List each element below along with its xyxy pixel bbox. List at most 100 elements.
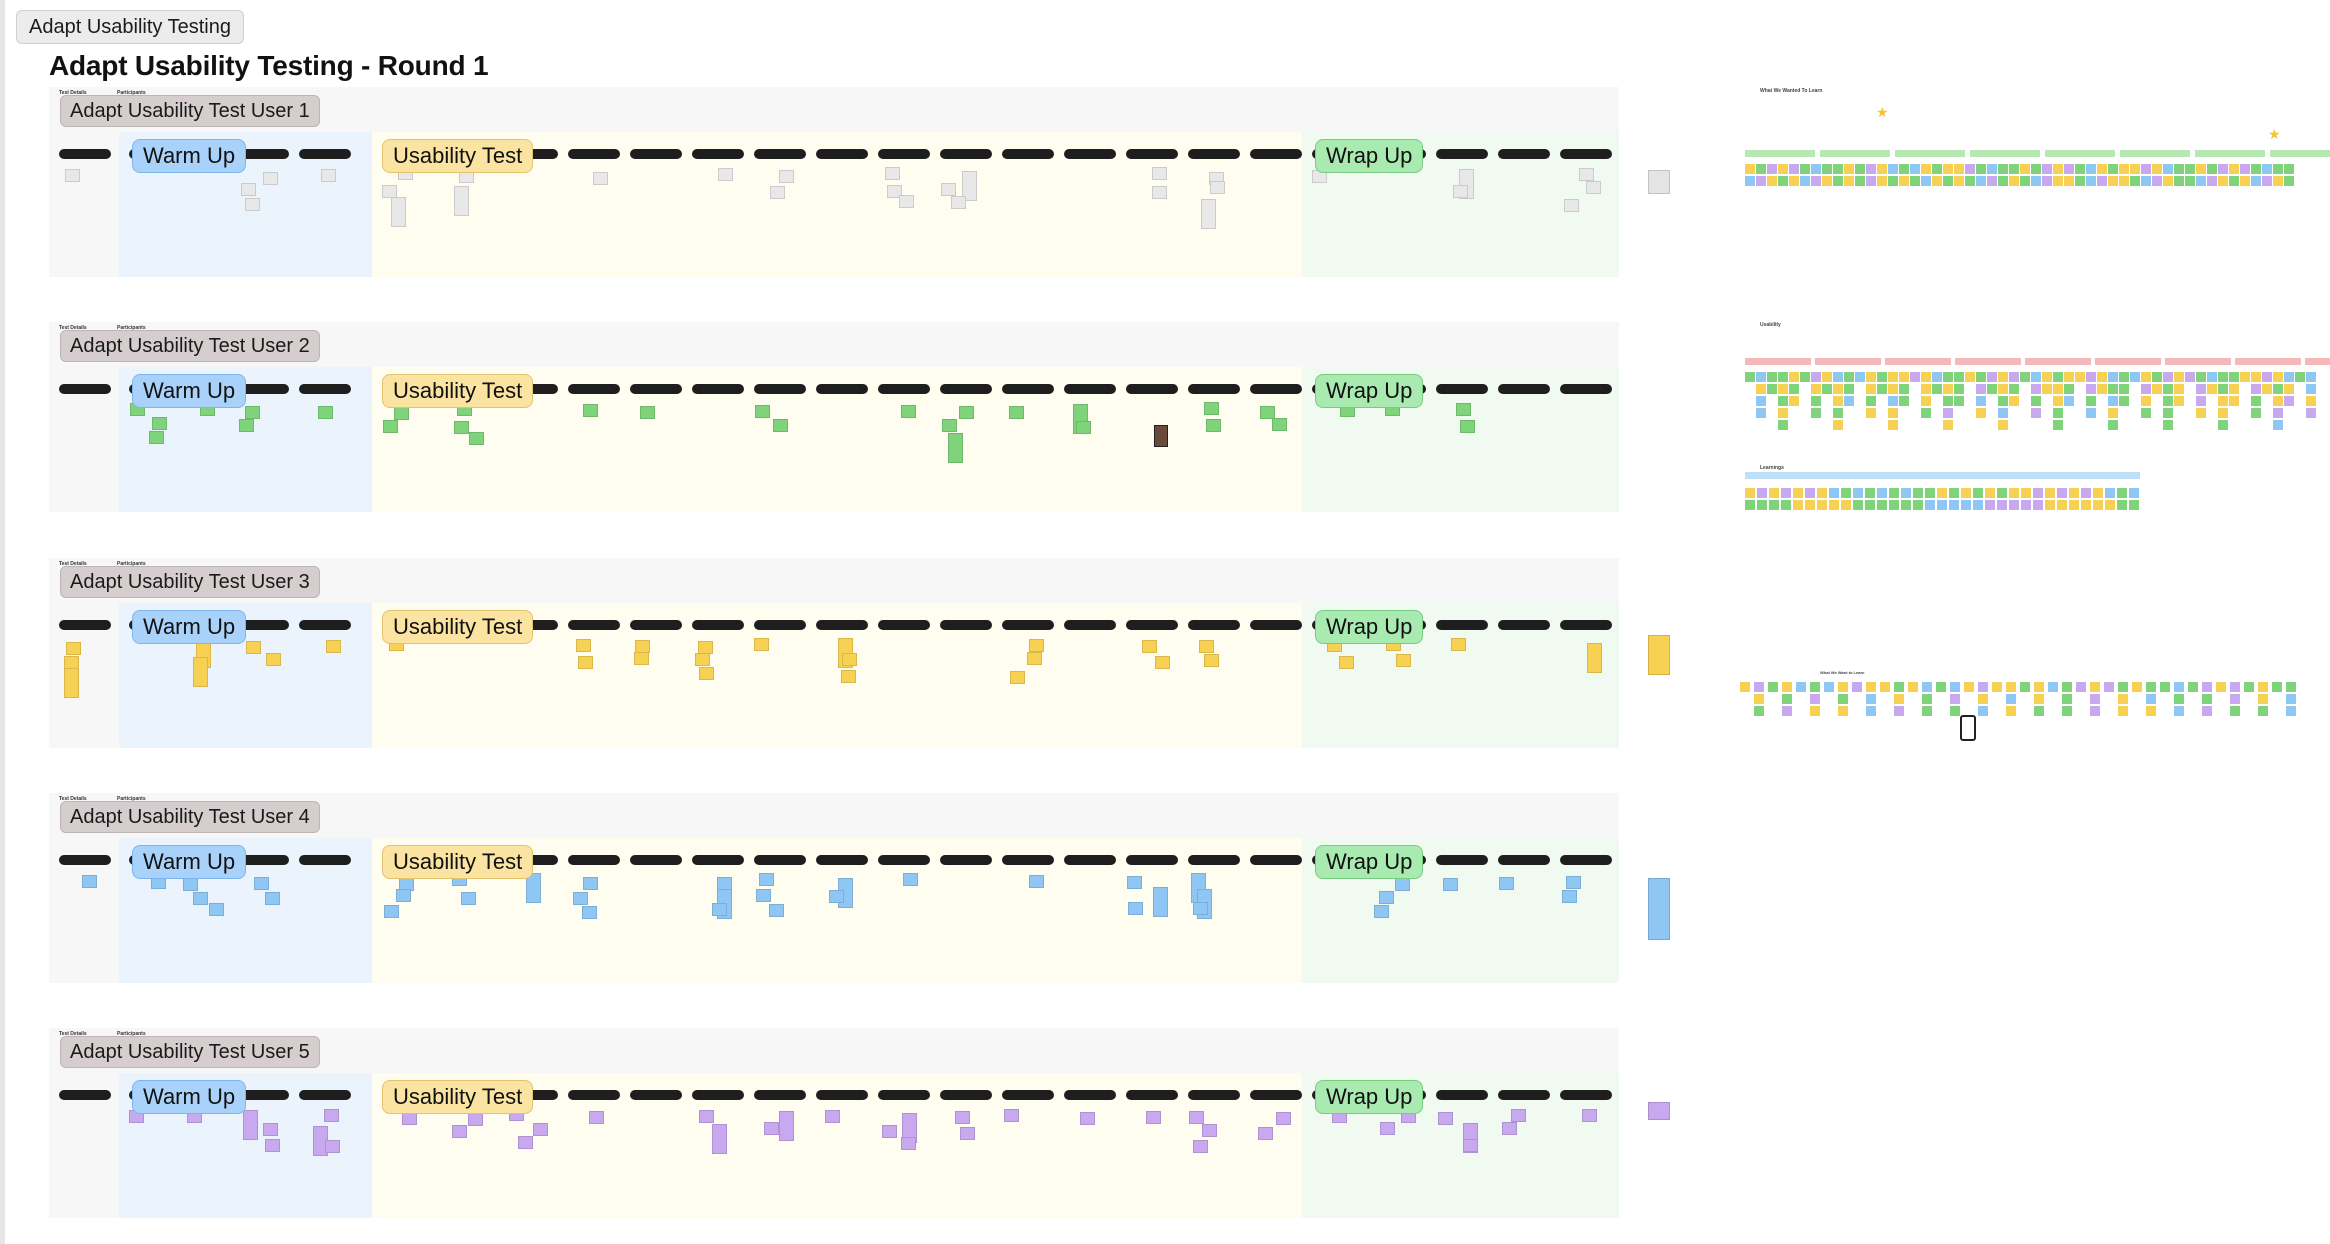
sticky-note[interactable] — [2006, 682, 2016, 692]
question-bar[interactable] — [1498, 855, 1550, 865]
sticky-note[interactable] — [1210, 181, 1225, 194]
sticky-note[interactable] — [2045, 488, 2055, 498]
question-bar[interactable] — [1064, 855, 1116, 865]
question-bar[interactable] — [568, 855, 620, 865]
warm-up-pill[interactable]: Warm Up — [132, 610, 247, 644]
sticky-note[interactable] — [2053, 372, 2063, 382]
question-bar[interactable] — [1250, 620, 1302, 630]
sticky-note[interactable] — [1789, 176, 1799, 186]
sticky-note[interactable] — [1949, 500, 1959, 510]
sticky-note[interactable] — [1943, 164, 1953, 174]
sticky-note[interactable] — [1841, 500, 1851, 510]
sticky-note[interactable] — [1443, 878, 1458, 891]
sticky-note[interactable] — [246, 641, 261, 654]
sticky-note[interactable] — [1925, 500, 1935, 510]
sticky-note[interactable] — [1199, 640, 1214, 653]
sticky-note[interactable] — [1146, 1111, 1161, 1124]
sticky-note[interactable] — [1936, 682, 1946, 692]
sticky-note[interactable] — [779, 170, 794, 183]
sticky-note[interactable] — [1838, 682, 1848, 692]
sticky-note[interactable] — [2062, 682, 2072, 692]
sticky-note[interactable] — [2240, 164, 2250, 174]
sticky-note[interactable] — [2216, 682, 2226, 692]
question-bar[interactable] — [878, 855, 930, 865]
sticky-note[interactable] — [2229, 396, 2239, 406]
sticky-note[interactable] — [1976, 164, 1986, 174]
sticky-note[interactable] — [1076, 421, 1091, 434]
sticky-note[interactable] — [885, 167, 900, 180]
sticky-note[interactable] — [1811, 164, 1821, 174]
sticky-note[interactable] — [1778, 408, 1788, 418]
sticky-note[interactable] — [1866, 384, 1876, 394]
sticky-note[interactable] — [1380, 1122, 1395, 1135]
sticky-note[interactable] — [2230, 706, 2240, 716]
sticky-note[interactable] — [2009, 164, 2019, 174]
sticky-note[interactable] — [899, 195, 914, 208]
sticky-note[interactable] — [2086, 372, 2096, 382]
sticky-note[interactable] — [1833, 176, 1843, 186]
question-bar[interactable] — [1188, 384, 1240, 394]
sticky-note[interactable] — [149, 431, 164, 444]
sticky-note[interactable] — [2244, 682, 2254, 692]
sticky-note[interactable] — [265, 1139, 280, 1152]
sticky-note[interactable] — [1756, 408, 1766, 418]
sticky-note[interactable] — [2306, 408, 2316, 418]
sticky-note[interactable] — [2042, 372, 2052, 382]
question-bar[interactable] — [630, 1090, 682, 1100]
sticky-note[interactable] — [1339, 656, 1354, 669]
sticky-note[interactable] — [2097, 384, 2107, 394]
question-bar[interactable] — [754, 149, 806, 159]
sticky-note[interactable] — [526, 873, 541, 903]
sticky-note[interactable] — [1964, 682, 1974, 692]
question-bar[interactable] — [630, 149, 682, 159]
sticky-note[interactable] — [2009, 384, 2019, 394]
sticky-note[interactable] — [718, 168, 733, 181]
question-bar[interactable] — [1560, 855, 1612, 865]
sticky-note[interactable] — [2097, 176, 2107, 186]
sticky-note[interactable] — [1769, 488, 1779, 498]
sticky-note[interactable] — [2273, 396, 2283, 406]
sticky-note[interactable] — [1998, 420, 2008, 430]
sticky-note[interactable] — [1913, 488, 1923, 498]
sticky-note[interactable] — [1767, 384, 1777, 394]
question-bar[interactable] — [1560, 620, 1612, 630]
sticky-note[interactable] — [2185, 372, 2195, 382]
sticky-note[interactable] — [2240, 176, 2250, 186]
sticky-note[interactable] — [1943, 420, 1953, 430]
sticky-note[interactable] — [1582, 1109, 1597, 1122]
sticky-note[interactable] — [1922, 706, 1932, 716]
sticky-note[interactable] — [321, 169, 336, 182]
sticky-note[interactable] — [2163, 384, 2173, 394]
sticky-note[interactable] — [2160, 682, 2170, 692]
sticky-note[interactable] — [2251, 408, 2261, 418]
question-bar[interactable] — [1560, 149, 1612, 159]
sticky-note[interactable] — [2284, 176, 2294, 186]
sticky-note[interactable] — [2207, 372, 2217, 382]
sticky-note[interactable] — [1029, 639, 1044, 652]
sticky-note[interactable] — [2218, 176, 2228, 186]
sticky-note[interactable] — [2152, 372, 2162, 382]
sticky-note[interactable] — [2042, 176, 2052, 186]
sticky-note[interactable] — [1985, 488, 1995, 498]
sticky-note[interactable] — [1778, 176, 1788, 186]
sticky-note[interactable] — [2230, 694, 2240, 704]
sticky-note[interactable] — [2069, 500, 2079, 510]
sticky-note[interactable] — [2202, 682, 2212, 692]
sticky-note[interactable] — [1932, 176, 1942, 186]
question-bar[interactable] — [754, 620, 806, 630]
sticky-note[interactable] — [1745, 488, 1755, 498]
question-bar[interactable] — [568, 620, 620, 630]
sticky-note[interactable] — [239, 419, 254, 432]
sticky-note[interactable] — [2141, 176, 2151, 186]
sticky-note[interactable] — [2163, 408, 2173, 418]
question-bar[interactable] — [940, 149, 992, 159]
sticky-note[interactable] — [2009, 488, 2019, 498]
sticky-note[interactable] — [1829, 500, 1839, 510]
sticky-note[interactable] — [183, 878, 198, 891]
question-bar[interactable] — [692, 620, 744, 630]
sticky-note[interactable] — [2251, 384, 2261, 394]
question-bar[interactable] — [1250, 855, 1302, 865]
question-bar[interactable] — [299, 149, 351, 159]
sticky-note[interactable] — [1973, 488, 1983, 498]
sticky-note[interactable] — [325, 1140, 340, 1153]
